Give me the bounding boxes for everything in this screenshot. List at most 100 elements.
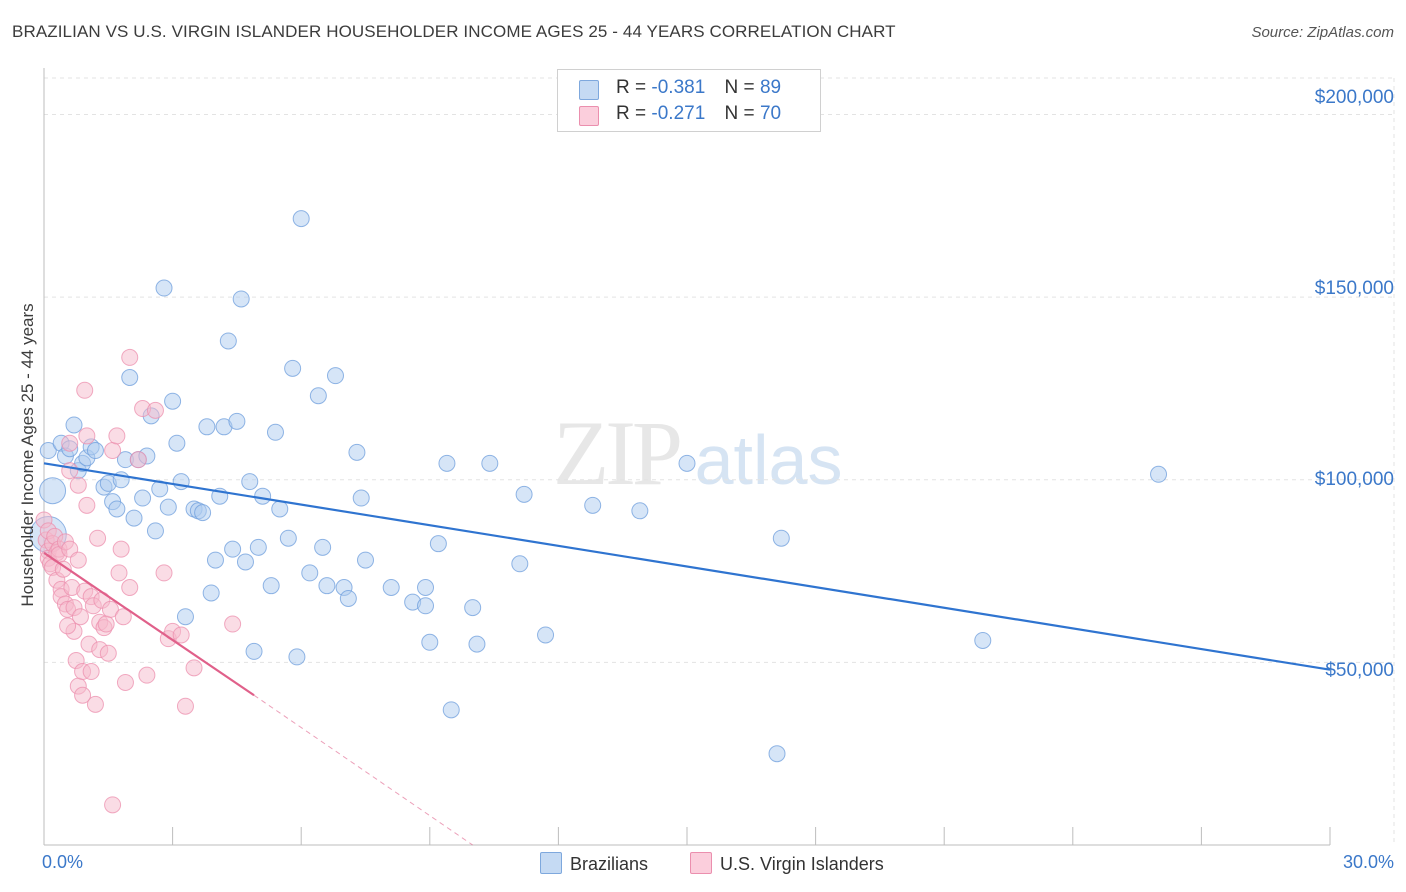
data-point (511, 555, 529, 573)
legend-swatch-blue (540, 852, 562, 874)
data-point (59, 617, 77, 635)
data-point (61, 462, 79, 480)
data-point (228, 412, 246, 430)
y-tick-label: $150,000 (1314, 278, 1394, 299)
data-point (78, 427, 96, 445)
brazilians-points (29, 210, 1168, 763)
r-label: R = (616, 103, 647, 124)
data-point (357, 551, 374, 569)
data-point (101, 600, 119, 618)
data-point (417, 579, 435, 597)
data-point (318, 577, 336, 595)
data-point (382, 579, 400, 597)
data-point (245, 642, 263, 660)
legend-swatch-pink (690, 852, 712, 874)
chart-title: BRAZILIAN VS U.S. VIRGIN ISLANDER HOUSEH… (12, 22, 896, 41)
watermark-zip: ZIP (553, 402, 680, 504)
data-point (176, 608, 194, 626)
data-point (515, 485, 533, 503)
trend-lines (43, 462, 1331, 846)
data-point (104, 796, 122, 814)
data-point (125, 509, 143, 527)
data-point (768, 745, 786, 763)
data-point (185, 659, 203, 677)
data-point (172, 626, 190, 644)
data-point (224, 615, 242, 633)
data-point (442, 701, 460, 719)
data-point (76, 381, 94, 399)
data-point (224, 540, 242, 558)
data-point (129, 451, 147, 469)
data-point (164, 392, 182, 410)
data-point (89, 529, 107, 547)
data-point (262, 577, 280, 595)
data-point (438, 454, 456, 472)
stats-row-brazilians: R = -0.381 N = 89 (579, 77, 782, 100)
data-point (631, 502, 649, 520)
data-point (314, 538, 332, 556)
data-point (176, 697, 194, 715)
data-point (232, 290, 250, 308)
virgin-islanders-points (35, 348, 242, 814)
n-label: N = (724, 103, 755, 124)
data-point (99, 644, 117, 662)
correlation-stats-box: R = -0.381 N = 89 R = -0.271 N = 70 (557, 69, 821, 132)
legend-label: U.S. Virgin Islanders (720, 854, 884, 874)
data-point (97, 615, 115, 633)
r-value: -0.381 (651, 77, 706, 98)
data-point (309, 387, 327, 405)
brazilians-trend-line (43, 462, 1331, 671)
data-point (74, 686, 92, 704)
data-point (146, 401, 164, 419)
data-point (326, 367, 344, 385)
data-point (121, 368, 139, 386)
data-point (772, 529, 790, 547)
data-point (82, 663, 100, 681)
data-point (71, 608, 89, 626)
data-point (481, 454, 499, 472)
data-point (284, 359, 302, 377)
data-point (254, 487, 272, 505)
data-point (1150, 465, 1168, 483)
virgin-islanders-trend-extension (253, 694, 473, 846)
data-point (206, 551, 224, 569)
data-point (69, 551, 87, 569)
data-point (108, 427, 126, 445)
data-point (114, 608, 132, 626)
data-point (279, 529, 297, 547)
data-point (121, 348, 139, 366)
data-point (429, 535, 447, 553)
stats-swatch-blue (579, 80, 599, 100)
data-point (69, 476, 87, 494)
y-tick-label: $100,000 (1314, 469, 1394, 490)
data-point (464, 599, 482, 617)
n-value: 89 (759, 77, 782, 98)
data-point (339, 589, 357, 607)
data-point (194, 504, 212, 522)
data-point (54, 560, 72, 578)
data-point (288, 648, 306, 666)
data-point (352, 489, 370, 507)
data-point (116, 673, 134, 691)
data-point (584, 496, 602, 514)
data-point (159, 498, 177, 516)
legend-item-virgin-islanders[interactable]: U.S. Virgin Islanders (690, 852, 884, 875)
data-point (86, 442, 104, 460)
data-point (121, 579, 139, 597)
data-point (537, 626, 555, 644)
data-point (348, 443, 366, 461)
data-point (78, 496, 96, 514)
data-point (249, 538, 267, 556)
data-point (292, 210, 310, 228)
data-point (65, 416, 83, 434)
data-point (219, 332, 237, 350)
data-point (108, 500, 126, 518)
legend-label: Brazilians (570, 854, 649, 874)
data-point (417, 597, 435, 615)
stats-swatch-pink (579, 106, 599, 126)
data-point (974, 631, 992, 649)
y-tick-label: $50,000 (1325, 660, 1394, 681)
stats-row-virgin-islanders: R = -0.271 N = 70 (579, 103, 781, 126)
data-point (155, 564, 173, 582)
legend-item-brazilians[interactable]: Brazilians (540, 852, 648, 875)
